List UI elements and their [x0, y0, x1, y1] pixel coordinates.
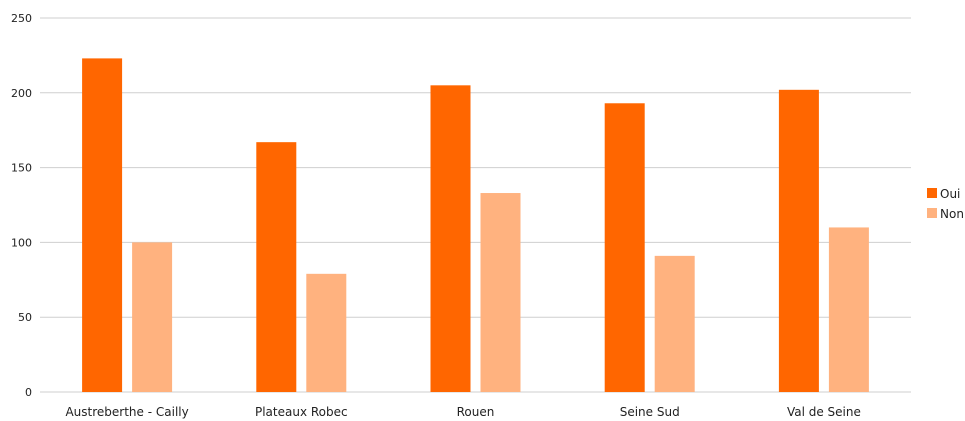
y-tick-label: 100 [11, 236, 32, 249]
bars [82, 58, 869, 393]
x-tick-label: Rouen [457, 405, 495, 419]
x-tick-label: Austreberthe - Cailly [65, 405, 188, 419]
bar-non-2 [480, 193, 521, 392]
bar-oui-0 [82, 58, 123, 392]
x-tick-label: Plateaux Robec [255, 405, 348, 419]
bar-non-3 [654, 255, 695, 392]
legend-label-oui: Oui [940, 187, 960, 201]
y-tick-label: 50 [18, 311, 32, 324]
y-tick-label: 150 [11, 162, 32, 175]
bar-non-1 [306, 273, 347, 392]
bar-oui-1 [256, 142, 297, 392]
y-tick-label: 0 [25, 386, 32, 399]
bar-non-4 [828, 227, 869, 392]
x-axis: Austreberthe - Cailly Plateaux Robec Rouen… [65, 405, 860, 419]
legend-swatch-oui [927, 188, 937, 198]
y-tick-label: 200 [11, 87, 32, 100]
x-tick-label: Val de Seine [787, 405, 861, 419]
y-axis: 0 50 100 150 200 250 [11, 12, 32, 399]
bar-oui-2 [430, 85, 471, 392]
gridlines [40, 17, 911, 393]
legend-label-non: Non [940, 207, 964, 221]
bar-oui-3 [604, 103, 645, 392]
y-tick-label: 250 [11, 12, 32, 25]
legend-swatch-non [927, 208, 937, 218]
bar-oui-4 [778, 89, 819, 393]
bar-non-0 [132, 242, 173, 392]
x-tick-label: Seine Sud [620, 405, 680, 419]
legend: Oui Non [927, 187, 964, 221]
